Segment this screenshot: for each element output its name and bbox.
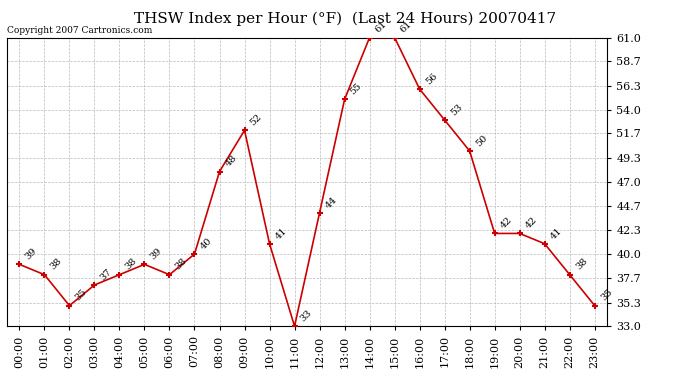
- Text: 41: 41: [274, 226, 289, 241]
- Text: 39: 39: [148, 246, 164, 262]
- Text: 56: 56: [424, 71, 439, 86]
- Text: 53: 53: [448, 102, 464, 117]
- Text: 39: 39: [23, 246, 39, 262]
- Text: 35: 35: [74, 288, 89, 303]
- Text: 48: 48: [224, 154, 239, 169]
- Text: 38: 38: [174, 257, 189, 272]
- Text: 37: 37: [99, 267, 114, 282]
- Text: Copyright 2007 Cartronics.com: Copyright 2007 Cartronics.com: [7, 26, 152, 34]
- Text: 38: 38: [124, 257, 139, 272]
- Text: 40: 40: [199, 236, 214, 251]
- Text: THSW Index per Hour (°F)  (Last 24 Hours) 20070417: THSW Index per Hour (°F) (Last 24 Hours)…: [134, 11, 556, 26]
- Text: 55: 55: [348, 82, 364, 97]
- Text: 61: 61: [399, 20, 414, 35]
- Text: 41: 41: [549, 226, 564, 241]
- Text: 35: 35: [599, 288, 614, 303]
- Text: 50: 50: [474, 133, 489, 148]
- Text: 52: 52: [248, 112, 264, 128]
- Text: 44: 44: [324, 195, 339, 210]
- Text: 38: 38: [48, 257, 63, 272]
- Text: 33: 33: [299, 308, 314, 324]
- Text: 42: 42: [499, 216, 514, 231]
- Text: 42: 42: [524, 216, 539, 231]
- Text: 61: 61: [374, 20, 389, 35]
- Text: 38: 38: [574, 257, 589, 272]
